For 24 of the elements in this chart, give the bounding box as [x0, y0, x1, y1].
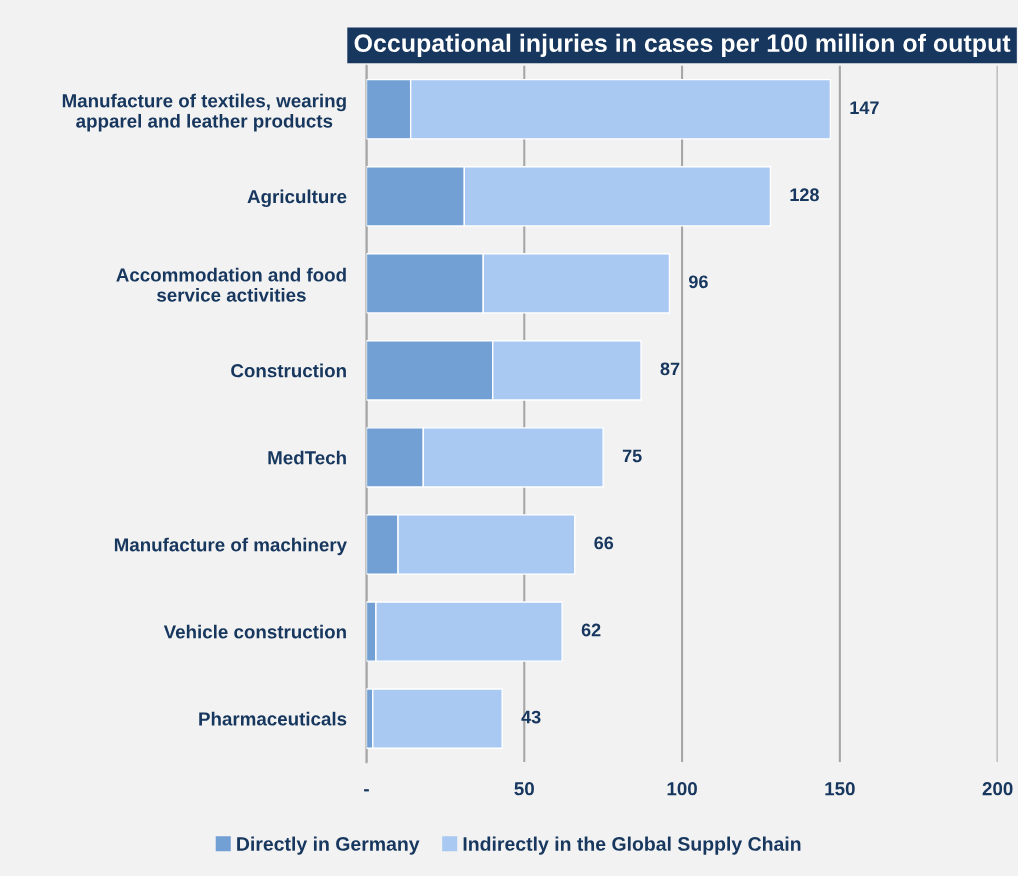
y-tick-label: MedTech [268, 450, 346, 465]
x-tick-label: - [364, 789, 369, 792]
y-tick-label: Accommodation and food service activities [116, 267, 346, 302]
total-label: 43 [521, 710, 541, 724]
total-label: 96 [689, 275, 708, 289]
x-tick-label: 100 [667, 782, 697, 796]
legend-label: Directly in Germany [237, 836, 420, 855]
x-tick-label: 150 [825, 782, 855, 796]
total-label: 128 [790, 188, 819, 202]
x-tick-label: 200 [982, 782, 1013, 796]
legend-label: Indirectly in the Global Supply Chain [463, 836, 801, 855]
total-label: 62 [581, 623, 601, 637]
y-tick-label: Pharmaceuticals [199, 711, 347, 726]
y-tick-label: Vehicle construction [163, 624, 346, 639]
y-tick-label: Construction [231, 363, 346, 378]
total-label: 87 [660, 362, 680, 376]
chart-title: Occupational injuries in cases per 100 million of output [354, 33, 1011, 57]
total-label: 147 [850, 101, 879, 114]
y-tick-label: Manufacture of textiles, wearing apparel and leather products [62, 93, 346, 132]
y-tick-label: Manufacture of machinery [114, 537, 347, 556]
total-label: 66 [594, 536, 614, 550]
x-tick-label: 50 [514, 782, 534, 796]
y-tick-label: Agriculture [247, 189, 347, 208]
total-label: 75 [622, 449, 642, 463]
